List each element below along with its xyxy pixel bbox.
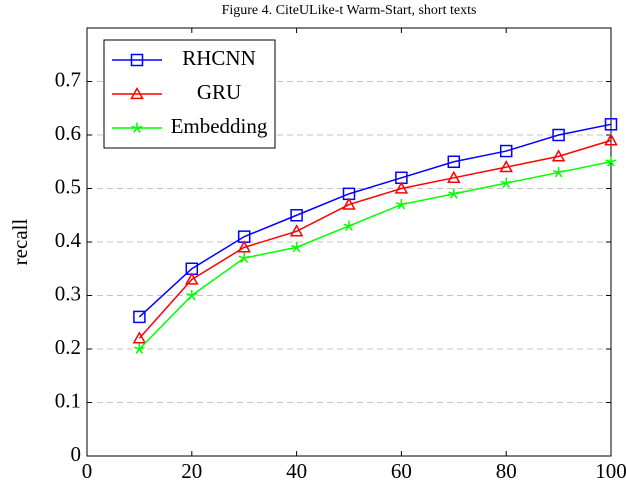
marker (500, 177, 512, 189)
x-tick-label: 20 (181, 459, 202, 483)
marker (447, 170, 461, 183)
marker (186, 290, 198, 301)
chart-title: Figure 4. CiteULike-t Warm-Start, short … (222, 3, 477, 18)
marker (237, 240, 251, 253)
y-tick-label: 0.3 (55, 281, 81, 305)
marker (447, 155, 461, 168)
marker (131, 122, 143, 133)
plot-frame (86, 27, 612, 457)
y-axis-label: recall (8, 219, 32, 266)
series-line (138, 161, 612, 350)
marker (551, 149, 566, 162)
marker (130, 53, 144, 67)
marker (289, 224, 304, 237)
series-line (138, 123, 612, 318)
x-tick-label: 80 (496, 459, 517, 483)
x-tick-label: 100 (595, 459, 626, 483)
y-tick-label: 0.7 (55, 67, 81, 91)
marker (290, 209, 303, 222)
y-tick-label: 0.6 (55, 121, 81, 145)
marker (130, 86, 144, 100)
marker (499, 160, 513, 173)
marker (185, 272, 199, 285)
marker (448, 188, 460, 199)
y-tick-label: 0 (71, 442, 82, 466)
marker (552, 128, 565, 142)
marker (291, 241, 303, 253)
marker (605, 156, 617, 167)
marker (553, 166, 565, 178)
legend-label: Embedding (171, 114, 268, 138)
marker (394, 181, 409, 194)
series-line (138, 139, 612, 339)
x-tick-label: 40 (286, 459, 307, 483)
y-tick-label: 0.1 (55, 388, 81, 412)
x-tick-label: 0 (82, 459, 93, 483)
marker (133, 343, 145, 354)
x-tick-label: 60 (391, 459, 412, 483)
legend-label: RHCNN (182, 46, 256, 70)
marker (342, 197, 356, 210)
y-tick-label: 0.5 (55, 174, 81, 198)
marker (604, 133, 618, 146)
y-tick-label: 0.2 (55, 335, 81, 359)
marker (499, 144, 513, 158)
marker (133, 310, 146, 324)
marker (132, 331, 147, 344)
marker (395, 199, 407, 210)
marker (238, 252, 250, 263)
marker (343, 220, 355, 231)
y-tick-label: 0.4 (55, 228, 82, 252)
marker (604, 118, 618, 131)
legend-label: GRU (197, 80, 241, 104)
